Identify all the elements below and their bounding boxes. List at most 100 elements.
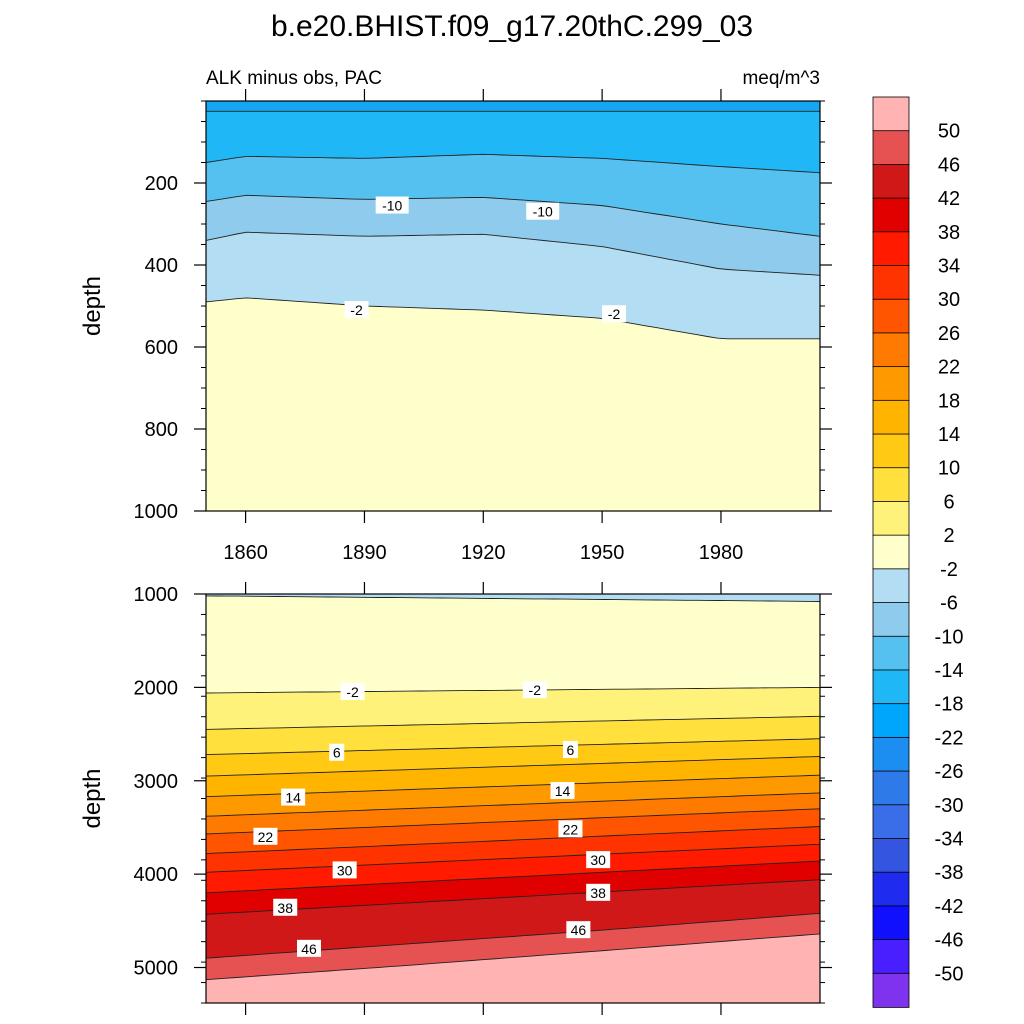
lower-contour-label: 6: [333, 745, 341, 761]
colorbar-swatch: [872, 939, 910, 975]
upper-contour-label-bg: [602, 305, 627, 323]
upper-contour-label-bg: [526, 202, 560, 220]
lower-y-tick-label: 1000: [134, 584, 179, 606]
figure-title: b.e20.BHIST.f09_g17.20thC.299_03: [271, 10, 753, 43]
colorbar-label: 22: [938, 357, 960, 379]
lower-contour-line: [205, 826, 821, 855]
colorbar-swatch: [872, 96, 910, 132]
colorbar-swatch: [872, 602, 910, 638]
colorbar-swatch: [872, 433, 910, 469]
lower-contour-label: 14: [555, 783, 571, 799]
colorbar-swatch: [872, 804, 910, 840]
lower-contour-label: 30: [337, 862, 353, 878]
lower-contour-label: 30: [590, 852, 606, 868]
lower-contour-label: 46: [301, 941, 317, 957]
upper-y-tick-label: 1000: [134, 501, 179, 523]
colorbar-swatch: [872, 669, 910, 705]
panel-left-label: ALK minus obs, PAC: [206, 68, 382, 89]
upper-x-tick-label: 1890: [342, 542, 387, 564]
panel-units-label: meq/m^3: [742, 68, 820, 89]
lower-contour-label: 6: [567, 742, 575, 758]
upper-x-tick-label: 1920: [461, 542, 506, 564]
colorbar-label: -22: [935, 727, 964, 749]
upper-contour-line: [205, 153, 821, 174]
upper-x-tick-label: 1950: [580, 542, 625, 564]
lower-contour-label-bg: [522, 681, 547, 699]
upper-y-axis-label: depth: [79, 276, 106, 336]
colorbar-label: 10: [938, 458, 960, 480]
lower-contour-label: 14: [285, 790, 301, 806]
colorbar-label: 46: [938, 154, 960, 176]
upper-y-tick-label: 200: [145, 173, 178, 195]
lower-contour-line: [205, 860, 821, 894]
lower-contour-label: 38: [277, 900, 293, 916]
colorbar-swatch: [872, 838, 910, 873]
lower-contour-label: 38: [590, 885, 606, 901]
upper-y-tick-label: 400: [145, 255, 178, 277]
lower-contour-line: [205, 879, 821, 915]
lower-panel: -2 -2 6 6 14 14 22 22 30 30 38 38 46 46 1000 2000 3000 40…: [79, 582, 832, 1015]
lower-contour-label-bg: [340, 683, 365, 701]
colorbar-swatch: [872, 905, 910, 941]
lower-contour-line: [205, 756, 821, 777]
colorbar-label: -26: [935, 761, 964, 783]
colorbar-label: -30: [935, 795, 964, 817]
colorbar-swatch: [872, 871, 910, 907]
colorbar-swatch: [872, 298, 910, 334]
colorbar-swatch: [872, 568, 910, 604]
lower-contour-label-bg: [332, 861, 357, 879]
lower-contour-label-bg: [281, 788, 306, 806]
lower-y-axis-label: depth: [79, 768, 106, 828]
colorbar-label: 50: [938, 121, 960, 143]
colorbar-label: -46: [935, 930, 964, 952]
colorbar-label: 6: [943, 491, 954, 513]
upper-contour-line: [205, 194, 821, 237]
colorbar-swatch: [872, 635, 910, 671]
colorbar: 50 46 42 38 34 30 26 22 18 14 10 6 2 -2 -6 -10 -14 -18 -22…: [872, 96, 964, 1008]
colorbar-swatch: [872, 703, 910, 739]
lower-y-tick-label: 2000: [134, 677, 179, 699]
lower-contour-label: 46: [571, 922, 587, 938]
colorbar-swatch: [872, 399, 910, 435]
lower-contour-label-bg: [296, 939, 321, 957]
colorbar-label: -10: [935, 626, 964, 648]
colorbar-label: 42: [938, 188, 960, 210]
upper-band-5: [206, 297, 820, 511]
lower-contour-line: [205, 792, 821, 817]
colorbar-swatch: [872, 164, 910, 199]
lower-contour-line: [205, 933, 821, 981]
lower-contour-line: [205, 738, 821, 756]
lower-band-14: [206, 933, 820, 1003]
colorbar-swatch: [872, 467, 910, 503]
colorbar-swatch: [872, 770, 910, 806]
colorbar-label: 30: [938, 289, 960, 311]
lower-contour-label-bg: [550, 782, 575, 800]
lower-contour-line: [205, 595, 821, 602]
lower-contour-label: 22: [563, 821, 579, 837]
colorbar-label: 14: [938, 424, 960, 446]
colorbar-label: -14: [935, 660, 964, 682]
colorbar-label: 2: [943, 525, 954, 547]
lower-contour-label-bg: [329, 743, 345, 761]
upper-y-tick-label: 800: [145, 419, 178, 441]
colorbar-label: 38: [938, 222, 960, 244]
colorbar-swatch: [872, 534, 910, 570]
colorbar-label: -50: [935, 963, 964, 985]
upper-panel: -10 -10 -2 -2 200 400 600 800 1000 1860 1890 1920 19…: [79, 89, 832, 564]
upper-contour-label: -10: [533, 204, 553, 220]
lower-contour-label-bg: [586, 851, 611, 869]
colorbar-swatch: [872, 265, 910, 301]
upper-contour-label: -10: [382, 198, 402, 214]
colorbar-swatch: [872, 332, 910, 368]
colorbar-label: -34: [935, 828, 964, 850]
colorbar-swatch: [872, 231, 910, 267]
lower-contour-label: 22: [258, 829, 274, 845]
upper-contour-label-bg: [344, 301, 369, 319]
lower-contour-line: [205, 808, 821, 835]
colorbar-label: 18: [938, 390, 960, 412]
lower-contour-label: -2: [346, 684, 359, 700]
lower-contour-line: [205, 686, 821, 694]
lower-contour-label-bg: [273, 898, 298, 916]
